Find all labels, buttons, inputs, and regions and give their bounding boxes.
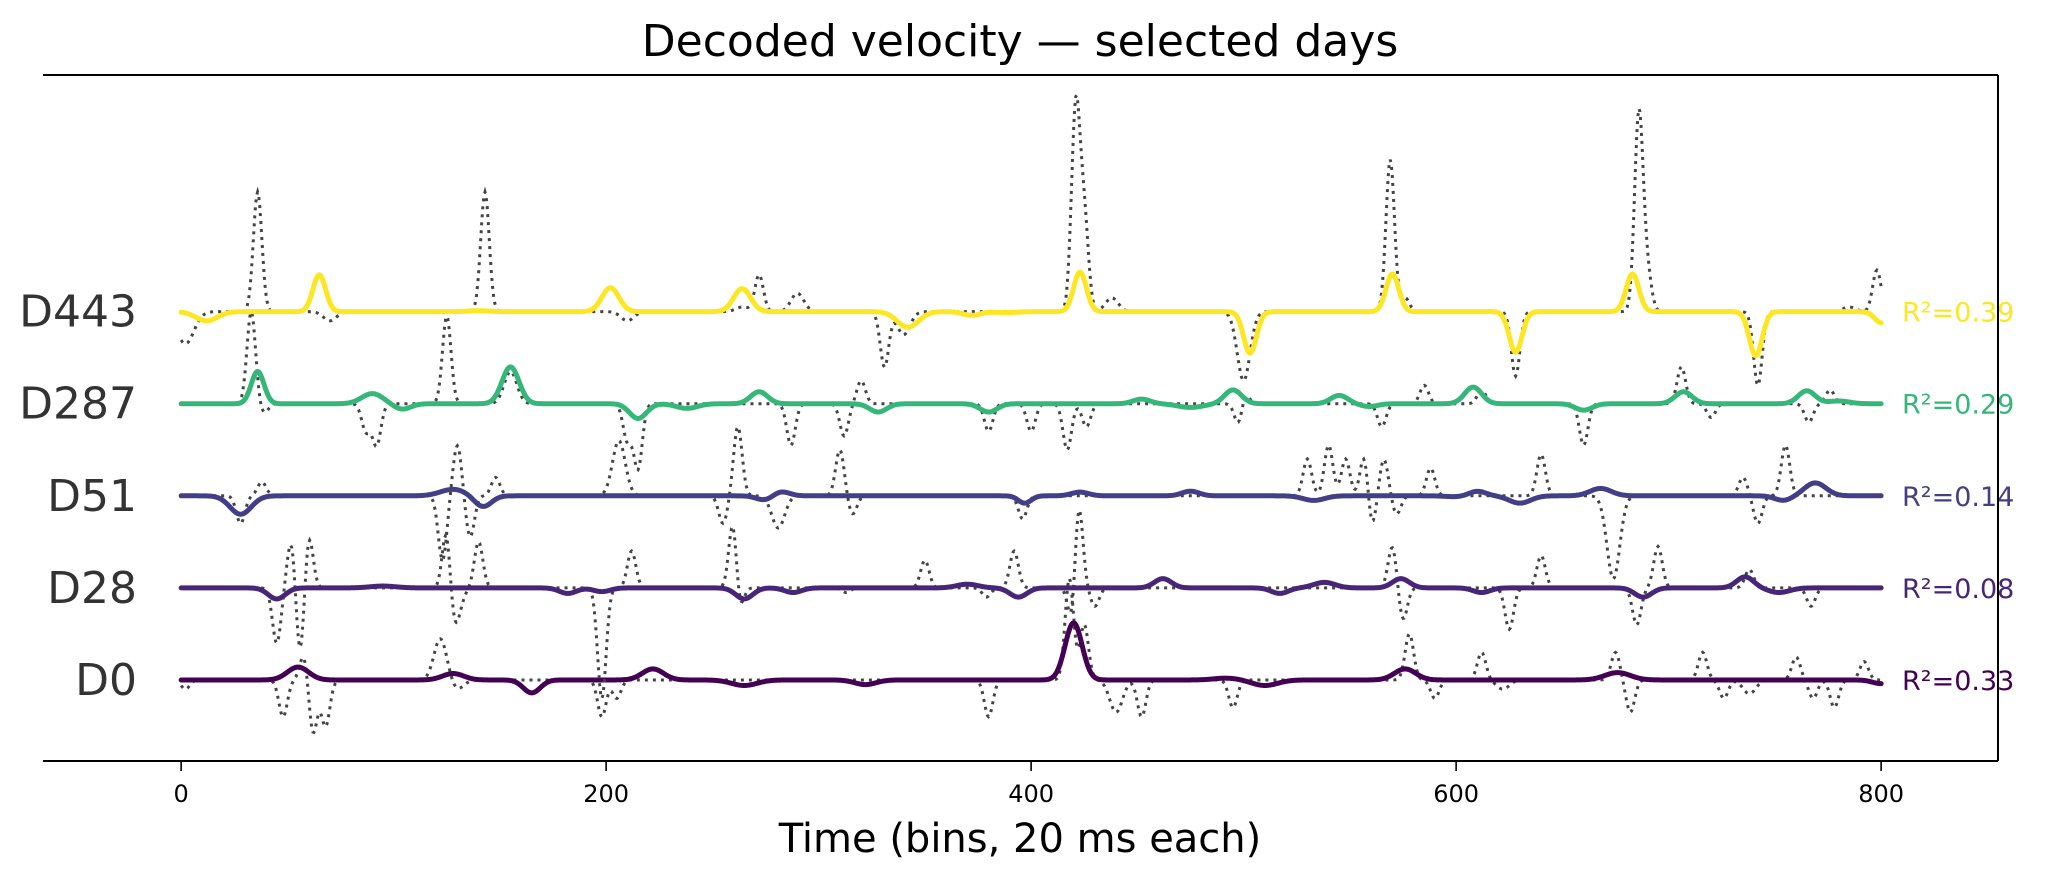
x-tick-label: 800 — [1858, 780, 1904, 808]
x-tick-label: 600 — [1433, 780, 1479, 808]
series-d28 — [178, 507, 1884, 704]
decoded-velocity-line-d443 — [178, 269, 1884, 359]
true-velocity-line-d443 — [179, 91, 1883, 389]
x-tick-label: 200 — [583, 780, 629, 808]
true-velocity-line-d287 — [181, 307, 1882, 473]
x-tick-label: 400 — [1008, 780, 1054, 808]
r2-label-d287: R²=0.29 — [1902, 390, 2014, 421]
true-velocity-line-d28 — [181, 507, 1882, 704]
decoded-velocity-line-d287 — [178, 364, 1884, 421]
r2-label-d443: R²=0.39 — [1902, 298, 2014, 329]
series-layer — [178, 91, 1884, 735]
r2-label-d28: R²=0.08 — [1902, 574, 2014, 605]
r2-label-d0: R²=0.33 — [1902, 666, 2014, 697]
decoded-velocity-line-d0 — [178, 620, 1884, 696]
y-tick-label-d51: D51 — [47, 471, 137, 522]
series-d0 — [178, 573, 1884, 735]
r2-annotations: R²=0.33 R²=0.08 R²=0.14 R²=0.29 R²=0.39 — [1902, 298, 2014, 697]
series-d443 — [178, 91, 1884, 389]
y-tick-labels: D0 D28 D51 D287 D443 — [19, 287, 137, 706]
chart-title: Decoded velocity — selected days — [642, 16, 1399, 67]
y-tick-label-d28: D28 — [47, 563, 137, 614]
y-tick-label-d287: D287 — [19, 379, 137, 430]
true-velocity-line-d0 — [179, 573, 1882, 735]
series-d287 — [178, 307, 1884, 473]
x-tick-label: 0 — [173, 780, 188, 808]
y-tick-label-d0: D0 — [75, 655, 137, 706]
decoded-velocity-line-d28 — [178, 574, 1884, 602]
x-axis-label: Time (bins, 20 ms each) — [778, 816, 1262, 862]
decoded-velocity-line-d51 — [178, 480, 1884, 517]
x-axis-ticks: 0 200 400 600 800 — [173, 761, 1904, 808]
series-d51 — [178, 423, 1884, 581]
y-tick-label-d443: D443 — [19, 287, 137, 338]
r2-label-d51: R²=0.14 — [1902, 482, 2014, 513]
